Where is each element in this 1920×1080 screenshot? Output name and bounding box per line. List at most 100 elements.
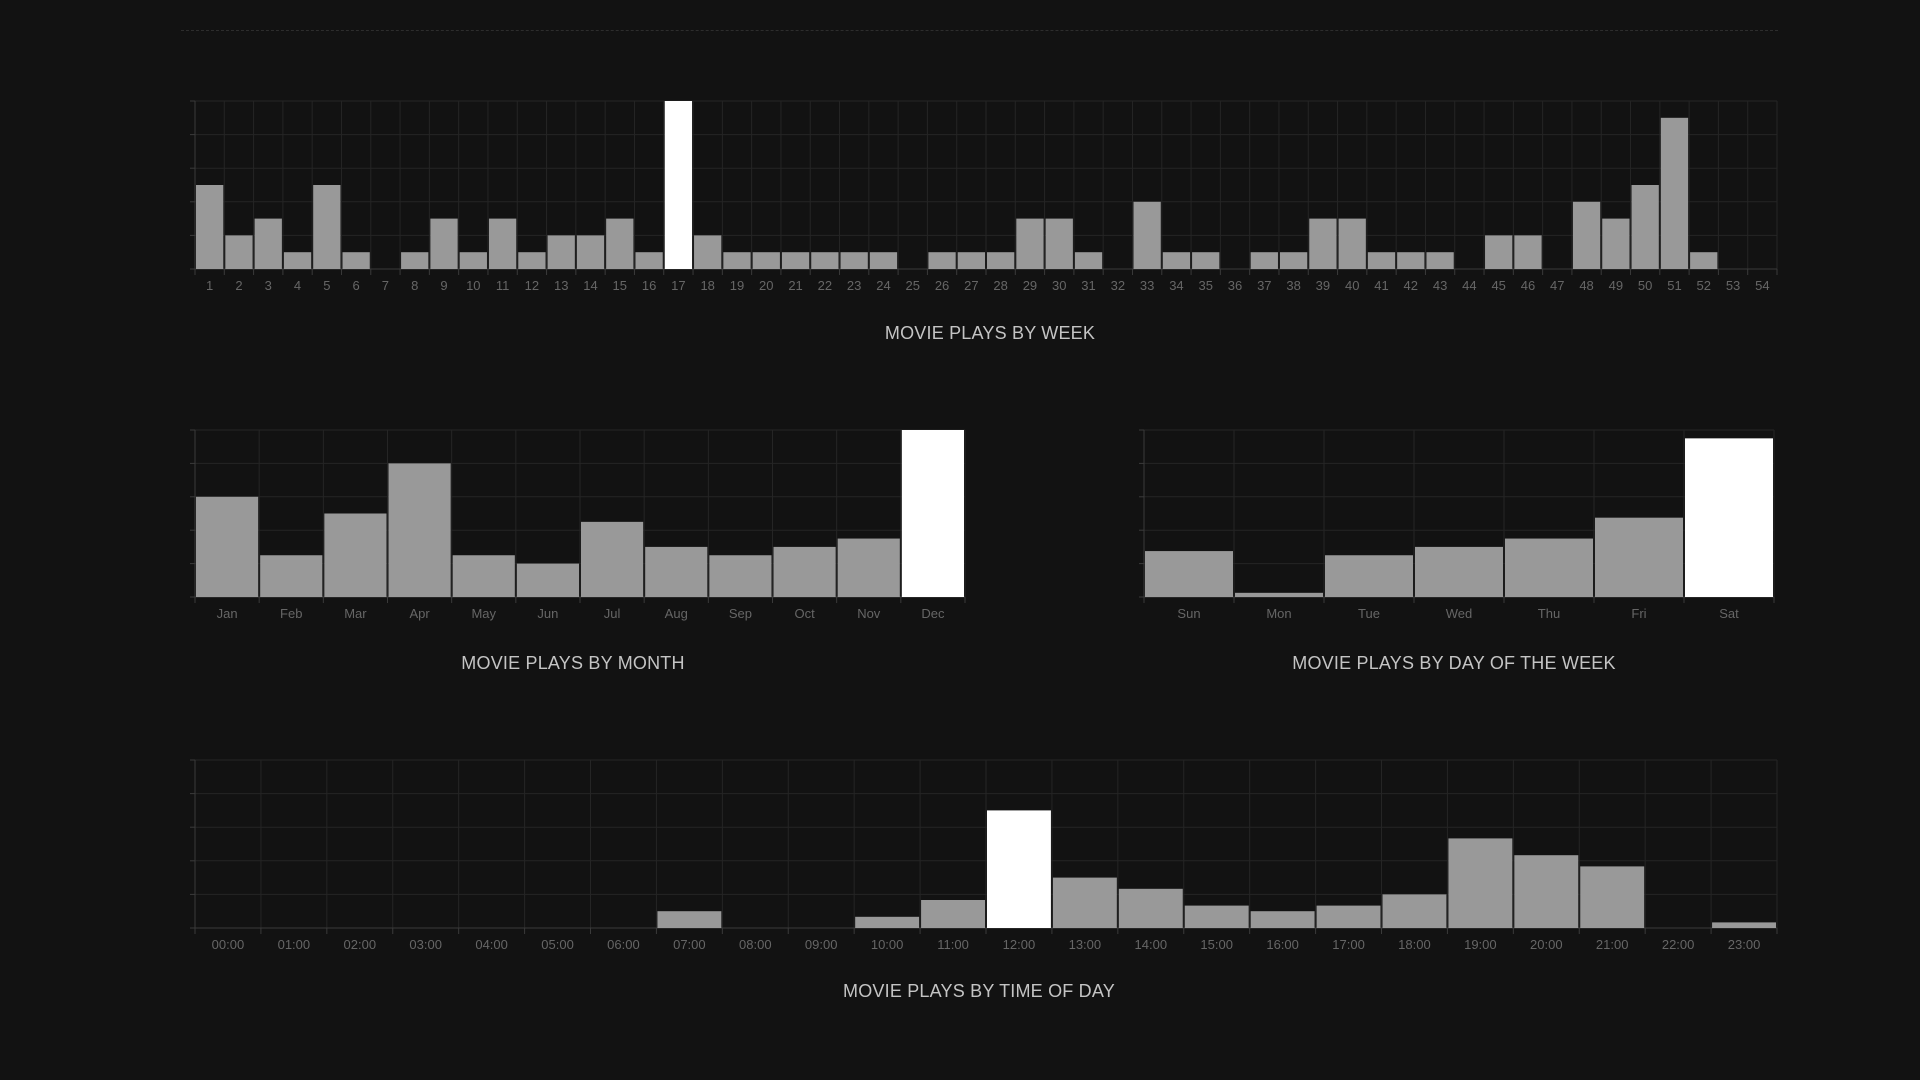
bar-week-12[interactable] xyxy=(518,252,546,269)
bar-week-18[interactable] xyxy=(694,235,722,269)
bar-month-Nov[interactable] xyxy=(837,538,900,597)
bar-hour-1700[interactable] xyxy=(1316,905,1381,928)
chart-title-week: MOVIE PLAYS BY WEEK xyxy=(884,323,1096,343)
bar-hour-1900[interactable] xyxy=(1448,838,1513,928)
bar-week-33[interactable] xyxy=(1133,201,1161,269)
x-tick-label: 50 xyxy=(1638,278,1652,293)
bar-hour-1000[interactable] xyxy=(855,916,920,928)
bar-week-30[interactable] xyxy=(1045,218,1073,269)
bar-week-21[interactable] xyxy=(781,252,810,269)
bar-hour-2300[interactable] xyxy=(1712,922,1776,928)
x-tick-label: 13 xyxy=(554,278,568,293)
bar-week-46[interactable] xyxy=(1514,235,1542,269)
bar-hour-1800[interactable] xyxy=(1382,894,1447,928)
bar-week-34[interactable] xyxy=(1162,252,1191,269)
bar-week-8[interactable] xyxy=(401,252,429,269)
bar-week-11[interactable] xyxy=(488,218,517,269)
bar-week-13[interactable] xyxy=(547,235,575,269)
x-tick-label: 23 xyxy=(847,278,861,293)
x-tick-label: 11:00 xyxy=(937,937,969,952)
bar-weekday-Mon[interactable] xyxy=(1235,592,1323,597)
bar-week-16[interactable] xyxy=(635,252,663,269)
x-tick-label: 41 xyxy=(1374,278,1388,293)
x-tick-label: 23:00 xyxy=(1728,937,1761,952)
bar-week-26[interactable] xyxy=(928,252,956,269)
chart-title-hour: MOVIE PLAYS BY TIME OF DAY xyxy=(843,981,1115,1001)
bar-week-1[interactable] xyxy=(196,185,224,269)
chart-title-month: MOVIE PLAYS BY MONTH xyxy=(461,653,685,673)
chart-plays-by-month: Jan Feb Mar Apr May Jun Jul Aug Sep Oct Nov Dec xyxy=(190,429,966,621)
bar-week-52[interactable] xyxy=(1690,252,1718,269)
bar-week-29[interactable] xyxy=(1016,218,1044,269)
bar-weekday-Fri[interactable] xyxy=(1595,517,1683,597)
bar-hour-1100[interactable] xyxy=(921,900,985,928)
bar-week-40[interactable] xyxy=(1338,218,1366,269)
bar-week-43[interactable] xyxy=(1426,252,1454,269)
bar-week-50[interactable] xyxy=(1631,185,1659,269)
bar-hour-1400[interactable] xyxy=(1118,888,1183,928)
bar-week-38[interactable] xyxy=(1279,252,1308,269)
bar-weekday-Tue[interactable] xyxy=(1325,555,1413,597)
bar-month-Jun[interactable] xyxy=(516,563,579,597)
bar-month-Sep[interactable] xyxy=(709,555,772,597)
bar-month-Mar[interactable] xyxy=(324,513,387,598)
bar-week-49[interactable] xyxy=(1602,218,1630,269)
bar-week-6[interactable] xyxy=(342,252,370,269)
bar-month-Dec[interactable] xyxy=(901,430,964,597)
x-tick-label: 05:00 xyxy=(541,937,574,952)
bar-hour-1300[interactable] xyxy=(1052,877,1117,928)
bar-month-Jul[interactable] xyxy=(581,521,644,597)
bar-week-2[interactable] xyxy=(225,235,253,269)
bar-month-Feb[interactable] xyxy=(260,555,323,597)
bar-hour-2100[interactable] xyxy=(1580,866,1645,928)
bar-week-39[interactable] xyxy=(1309,218,1337,269)
bar-month-Aug[interactable] xyxy=(645,546,708,597)
bar-week-4[interactable] xyxy=(283,252,312,269)
bar-month-Apr[interactable] xyxy=(388,463,451,597)
x-tick-label: 28 xyxy=(993,278,1007,293)
bar-week-5[interactable] xyxy=(313,185,341,269)
x-tick-label: Thu xyxy=(1538,606,1560,621)
bar-week-23[interactable] xyxy=(840,252,868,269)
bar-week-28[interactable] xyxy=(987,252,1015,269)
bar-week-41[interactable] xyxy=(1367,252,1396,269)
bar-week-31[interactable] xyxy=(1074,252,1103,269)
x-tick-label: 08:00 xyxy=(739,937,772,952)
bar-month-Jan[interactable] xyxy=(196,496,259,597)
bar-week-10[interactable] xyxy=(459,252,487,269)
bar-week-27[interactable] xyxy=(957,252,985,269)
bar-week-17[interactable] xyxy=(664,101,693,269)
bar-week-35[interactable] xyxy=(1192,252,1220,269)
x-tick-label: Dec xyxy=(921,606,945,621)
bar-week-14[interactable] xyxy=(576,235,605,269)
bar-week-37[interactable] xyxy=(1250,252,1278,269)
x-tick-label: 39 xyxy=(1316,278,1330,293)
bar-hour-1600[interactable] xyxy=(1250,911,1315,928)
bar-week-19[interactable] xyxy=(723,252,751,269)
bar-hour-0700[interactable] xyxy=(657,911,722,928)
bar-weekday-Wed[interactable] xyxy=(1415,546,1503,597)
bar-week-42[interactable] xyxy=(1397,252,1425,269)
x-tick-label: 40 xyxy=(1345,278,1359,293)
x-tick-label: 51 xyxy=(1667,278,1681,293)
bar-week-9[interactable] xyxy=(430,218,458,269)
chart-title-weekday: MOVIE PLAYS BY DAY OF THE WEEK xyxy=(1292,653,1616,673)
bar-week-3[interactable] xyxy=(254,218,282,269)
x-tick-label: 22:00 xyxy=(1662,937,1695,952)
bar-week-48[interactable] xyxy=(1572,201,1601,269)
bar-week-22[interactable] xyxy=(811,252,839,269)
bar-month-May[interactable] xyxy=(452,555,515,597)
bar-week-24[interactable] xyxy=(869,252,898,269)
bar-week-45[interactable] xyxy=(1485,235,1513,269)
bar-weekday-Sun[interactable] xyxy=(1145,551,1233,597)
bar-hour-1500[interactable] xyxy=(1184,905,1249,928)
bar-week-51[interactable] xyxy=(1660,117,1689,269)
bar-week-20[interactable] xyxy=(752,252,780,269)
bar-week-15[interactable] xyxy=(606,218,634,269)
bar-hour-1200[interactable] xyxy=(987,810,1051,928)
bar-weekday-Sat[interactable] xyxy=(1685,438,1773,597)
bar-month-Oct[interactable] xyxy=(773,546,836,597)
bar-hour-2000[interactable] xyxy=(1514,855,1579,928)
bar-weekday-Thu[interactable] xyxy=(1505,538,1593,597)
chart-plays-by-hour: 00:00 01:00 02:00 03:00 04:00 05:00 06:00 07:00… xyxy=(190,759,1778,952)
